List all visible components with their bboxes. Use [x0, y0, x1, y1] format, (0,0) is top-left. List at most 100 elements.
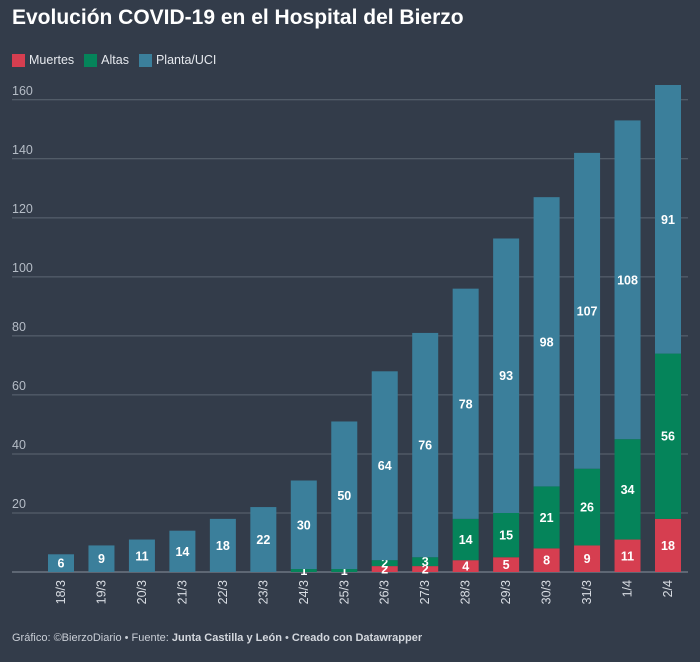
data-label: 8	[543, 554, 550, 568]
x-tick-label: 28/3	[459, 580, 473, 604]
x-tick-label: 20/3	[135, 580, 149, 604]
bar-segment-altas	[614, 439, 641, 540]
bar-segment-planta-uci	[250, 507, 277, 572]
bar-segment-altas	[412, 557, 439, 567]
data-label: 9	[98, 552, 105, 566]
bar-segment-planta-uci	[128, 539, 155, 572]
bar-segment-planta-uci	[371, 371, 398, 561]
y-tick-label: 20	[12, 497, 26, 511]
data-label: 4	[462, 560, 469, 574]
x-tick-label: 23/3	[256, 580, 270, 604]
bar-segment-muertes	[533, 548, 560, 572]
data-label: 98	[540, 335, 554, 349]
bar-segment-muertes	[574, 545, 601, 572]
y-tick-label: 120	[12, 202, 33, 216]
data-label: 1	[341, 564, 348, 578]
bar-segment-altas	[533, 486, 560, 549]
footer-separator: •	[281, 632, 292, 644]
legend-swatch	[138, 53, 152, 67]
footer-prefix: Gráfico: ©BierzoDiario • Fuente:	[12, 632, 172, 644]
data-label: 56	[661, 430, 675, 444]
x-tick-label: 29/3	[499, 580, 513, 604]
data-label: 30	[297, 518, 311, 532]
y-tick-label: 40	[12, 438, 26, 452]
y-tick-label: 140	[12, 143, 33, 157]
data-label: 6	[58, 557, 65, 571]
x-tick-label: 27/3	[418, 580, 432, 604]
data-label: 64	[378, 459, 392, 473]
bar-segment-muertes	[614, 539, 641, 572]
chart-title: Evolución COVID-19 en el Hospital del Bi…	[12, 6, 464, 29]
bar-segment-planta-uci	[493, 238, 520, 513]
bar-segment-planta-uci	[88, 545, 115, 572]
data-label: 14	[175, 545, 189, 559]
legend-item-muertes: Muertes	[12, 53, 74, 67]
bar-segment-planta-uci	[533, 197, 560, 487]
x-tick-label: 22/3	[216, 580, 230, 604]
bar-segment-planta-uci	[331, 421, 358, 570]
bar-segment-planta-uci	[452, 288, 479, 519]
data-label: 1	[300, 564, 307, 578]
legend-swatch	[84, 53, 98, 67]
bar-segment-muertes	[452, 560, 479, 572]
x-tick-label: 24/3	[297, 580, 311, 604]
y-tick-label: 80	[12, 320, 26, 334]
data-label: 2	[381, 563, 388, 577]
data-label: 15	[499, 529, 513, 543]
y-tick-label: 160	[12, 84, 33, 98]
x-tick-label: 19/3	[94, 580, 108, 604]
bar-segment-altas	[290, 569, 317, 572]
bar-segment-planta-uci	[614, 120, 641, 440]
x-tick-label: 25/3	[337, 580, 351, 604]
data-label: 93	[499, 369, 513, 383]
data-label: 11	[621, 549, 634, 563]
data-label: 14	[459, 533, 473, 547]
data-label: 108	[617, 273, 638, 287]
legend-item-altas: Altas	[84, 53, 129, 67]
legend-item-planta-uci: Planta/UCI	[138, 53, 217, 67]
data-label: 91	[661, 213, 675, 227]
y-tick-label: 100	[12, 261, 33, 275]
bar-segment-muertes	[412, 566, 439, 572]
bar-segment-planta-uci	[655, 85, 681, 354]
x-tick-label: 2/4	[661, 580, 675, 597]
bar-segment-altas	[574, 468, 601, 546]
x-tick-label: 30/3	[540, 580, 554, 604]
data-label: 26	[580, 501, 594, 515]
bar-segment-planta-uci	[209, 518, 236, 572]
footer-credits: Gráfico: ©BierzoDiario • Fuente: Junta C…	[12, 632, 422, 644]
bar-segment-planta-uci	[574, 152, 601, 469]
legend-swatch	[12, 53, 25, 67]
legend: Muertes Altas Planta/UCI	[12, 53, 216, 67]
x-tick-label: 18/3	[54, 580, 68, 604]
bar-segment-muertes	[655, 518, 681, 572]
bar-segment-planta-uci	[169, 530, 196, 572]
bar-segment-altas	[331, 569, 358, 572]
legend-label: Planta/UCI	[155, 53, 217, 67]
data-label: 18	[216, 539, 230, 553]
data-label: 11	[135, 549, 148, 563]
bar-segment-altas	[493, 512, 520, 558]
data-label: 2	[381, 557, 388, 571]
data-label: 9	[584, 552, 591, 566]
footer-credit: Creado con Datawrapper	[291, 632, 423, 644]
data-label: 34	[621, 483, 635, 497]
data-label: 2	[422, 563, 429, 577]
bar-segment-planta-uci	[412, 332, 439, 558]
bar-segment-planta-uci	[48, 554, 74, 572]
legend-label: Muertes	[29, 53, 75, 67]
x-tick-label: 21/3	[175, 580, 189, 604]
data-label: 50	[337, 489, 351, 503]
y-tick-label: 60	[12, 379, 26, 393]
legend-label: Altas	[101, 53, 129, 67]
data-label: 76	[418, 439, 432, 453]
x-tick-label: 26/3	[378, 580, 392, 604]
bar-segment-planta-uci	[290, 480, 317, 570]
data-label: 78	[459, 397, 473, 411]
data-label: 107	[577, 304, 598, 318]
bar-segment-altas	[371, 560, 398, 567]
data-label: 5	[503, 558, 510, 572]
data-label: 22	[256, 533, 270, 547]
data-label: 21	[540, 511, 554, 525]
